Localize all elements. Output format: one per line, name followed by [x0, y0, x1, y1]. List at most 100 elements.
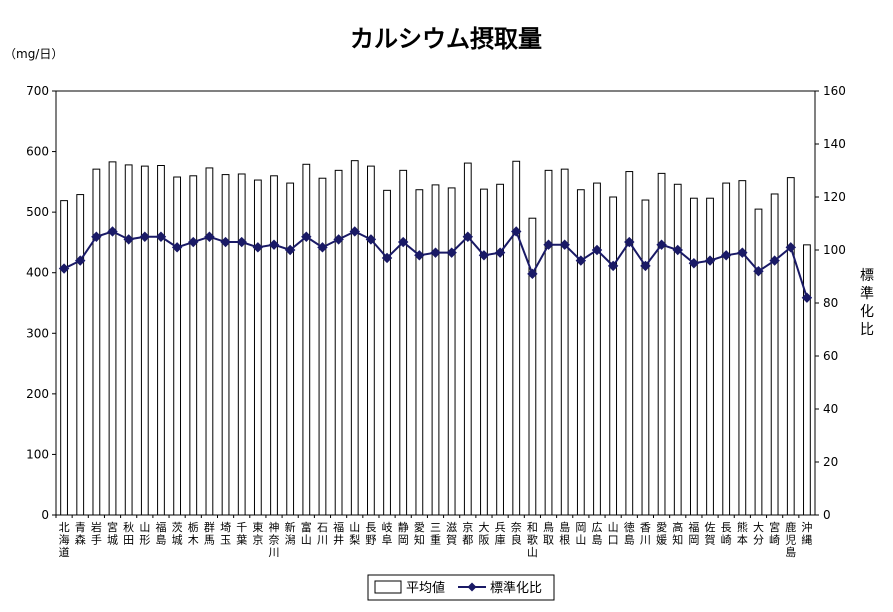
series-point [559, 239, 570, 250]
y2-tick-label: 120 [823, 190, 846, 204]
bar [463, 162, 472, 516]
bars-layer [60, 160, 811, 516]
series-point [801, 292, 813, 303]
x-tick-label: 香川 [640, 521, 651, 547]
series-point [171, 242, 183, 253]
bar [124, 164, 133, 516]
bar [383, 189, 391, 516]
y-tick-label: 500 [26, 205, 49, 219]
bar [92, 168, 101, 516]
x-tick-label: 佐賀 [705, 520, 716, 547]
bar [157, 165, 165, 516]
bar [496, 183, 504, 516]
x-tick-label: 山口 [608, 521, 619, 547]
bar [302, 163, 311, 516]
x-tick-label: 鹿児島 [785, 520, 796, 559]
series-point [511, 226, 522, 237]
series-point [236, 236, 247, 248]
x-tick-label: 滋賀 [446, 521, 457, 547]
bar [480, 188, 488, 516]
bar [140, 165, 149, 516]
series-point [204, 231, 215, 242]
right-axis-label-text: 標準化比 [860, 268, 874, 338]
y-tick-label: 600 [26, 145, 49, 159]
x-tick-label: 群馬 [204, 520, 215, 547]
series-point [123, 234, 134, 245]
x-tick-label: 京都 [462, 520, 473, 547]
y2-tick-label: 80 [823, 296, 838, 310]
x-tick-label: 岡山 [575, 521, 586, 547]
axes-layer: 0 100 200 300 400 500 600 700 0 20 40 60 80 100 120 140… [26, 84, 846, 559]
bar [560, 168, 569, 516]
bar [512, 160, 521, 516]
series-point [365, 234, 377, 245]
series-point [720, 250, 732, 261]
bar [189, 175, 198, 516]
x-tick-label: 北海道 [59, 521, 70, 559]
series-point [478, 250, 490, 261]
y-tick-label: 400 [26, 266, 49, 280]
series-point [188, 236, 199, 248]
series-point [268, 239, 280, 250]
x-tick-label: 宮崎 [769, 520, 780, 547]
bar [76, 194, 85, 516]
bar [237, 173, 246, 516]
x-tick-label: 奈良 [511, 520, 522, 547]
y2-tick-label: 140 [823, 137, 846, 151]
x-tick-label: 兵庫 [495, 521, 506, 547]
series-point [607, 260, 619, 272]
x-tick-label: 岐阜 [382, 521, 393, 547]
bar [108, 161, 117, 516]
x-tick-label: 静岡 [398, 520, 409, 547]
y-tick-label: 700 [26, 84, 49, 98]
x-tick-label: 愛知 [414, 521, 425, 547]
bar [205, 167, 214, 516]
bar [528, 217, 537, 516]
bar [673, 183, 682, 516]
x-tick-label: 福岡 [688, 520, 699, 547]
bar [657, 172, 666, 516]
series-point [462, 231, 474, 242]
bar [754, 208, 763, 516]
x-tick-label: 宮城 [107, 520, 118, 547]
x-tick-label: 島根 [559, 520, 570, 547]
y-tick-label: 100 [26, 447, 49, 461]
series-point [494, 247, 506, 258]
x-tick-label: 福島 [155, 520, 166, 547]
bar [270, 175, 278, 516]
x-tick-label: 秋田 [123, 520, 134, 547]
legend-label-bar: 平均値 [406, 580, 445, 596]
series-point [737, 247, 748, 258]
legend-swatch-bar [374, 580, 402, 594]
series-point [672, 244, 683, 256]
chart-title: カルシウム摂取量 [350, 25, 542, 53]
bar [221, 174, 230, 516]
x-tick-label: 熊本 [737, 520, 748, 547]
x-tick-label: 山形 [139, 521, 150, 547]
series-point [75, 255, 86, 266]
series-point [252, 242, 264, 253]
y-tick-label: 300 [26, 326, 49, 340]
bar [318, 177, 327, 516]
y-tick-label: 200 [26, 387, 49, 401]
x-tick-label: 埼玉 [220, 520, 231, 547]
series-point [430, 247, 441, 258]
series-point [58, 263, 70, 274]
x-tick-label: 福井 [333, 520, 344, 547]
series-point [446, 247, 457, 258]
bar [60, 200, 68, 516]
bar [415, 189, 424, 516]
x-tick-label: 和歌山 [527, 521, 538, 559]
x-tick-label: 千葉 [236, 521, 247, 547]
x-tick-label: 鳥取 [543, 520, 554, 547]
line-layer [58, 226, 813, 303]
y2-tick-label: 100 [823, 243, 846, 257]
x-tick-label: 栃木 [188, 520, 199, 547]
series-point [591, 244, 603, 256]
series-point [284, 244, 296, 256]
series-point [155, 231, 167, 242]
x-tick-label: 新潟 [285, 520, 296, 547]
y-tick-label: 0 [41, 508, 49, 522]
